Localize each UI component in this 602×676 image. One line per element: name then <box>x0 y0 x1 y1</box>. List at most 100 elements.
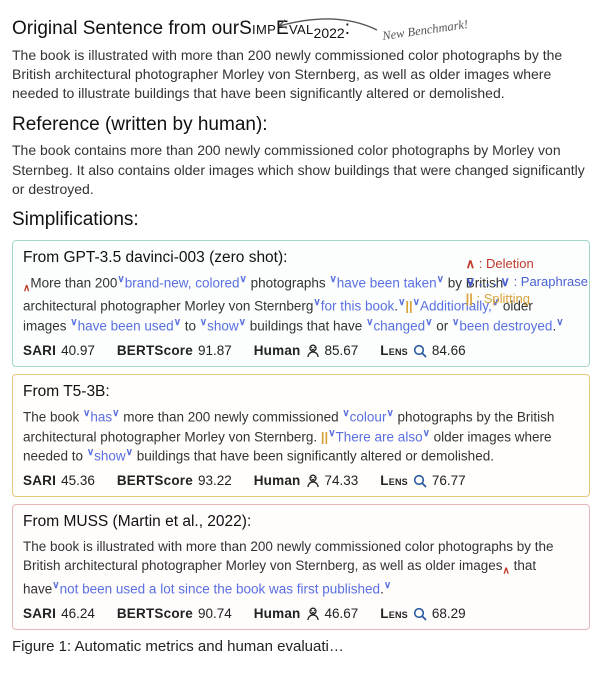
paraphrase-caret: ∨ <box>386 408 393 419</box>
metric-lens: Lens 84.66 <box>380 342 465 360</box>
caption-prefix: Figure 1: <box>12 638 71 655</box>
simplification-card: From MUSS (Martin et al., 2022): The book… <box>12 504 590 630</box>
simplification-card: From T5-3B: The book ∨ has ∨ more than 200 … <box>12 374 590 497</box>
metric-bertscore: BERTScore 90.74 <box>117 605 232 623</box>
paraphrase-span: not been used a lot since the book was f… <box>60 582 380 597</box>
text-span: photographs <box>247 275 330 290</box>
metrics-row: SARI 46.24 BERTScore 90.74 Human46.67 Lens68.… <box>23 605 579 623</box>
text-span: More than 200 <box>30 275 117 290</box>
metric-value: 68.29 <box>432 605 466 623</box>
text-span: The book <box>23 409 83 424</box>
paraphrase-caret: ∨ <box>52 580 59 591</box>
paraphrase-span: show <box>207 319 239 334</box>
card-text: The book is illustrated with more than 2… <box>23 537 579 599</box>
metric-bertscore: BERTScore 93.22 <box>117 472 232 490</box>
paraphrase-span: for this book <box>321 299 395 314</box>
heading-suffix: : <box>345 16 350 42</box>
paraphrase-caret: ∨ <box>126 447 133 458</box>
text-span: The book is illustrated with more than 2… <box>23 539 554 573</box>
legend-splitting-label: : Splitting <box>477 291 530 306</box>
metrics-row: SARI45.36BERTScore93.22Human74.33Lens76.… <box>23 472 579 490</box>
paraphrase-caret: ∨ <box>328 428 335 439</box>
metric-label: BERTScore <box>117 342 193 360</box>
metric-label: SARI <box>23 605 56 623</box>
text-span: buildings that have <box>246 319 366 334</box>
human-icon <box>306 344 320 358</box>
paraphrase-caret: ∨ <box>425 317 432 328</box>
paraphrase-caret: ∨ <box>423 428 430 439</box>
metric-lens: Lens68.29 <box>380 605 465 623</box>
metric-label: Lens <box>380 472 408 490</box>
legend-deletion-label: : Deletion <box>479 256 534 271</box>
text-span: buildings that have been significantly a… <box>133 449 494 464</box>
paraphrase-caret: ∨ <box>329 274 336 285</box>
benchmark-year: 2022 <box>314 24 345 43</box>
metric-bertscore: BERTScore 91.87 <box>117 342 232 360</box>
paraphrase-caret: ∨ <box>240 274 247 285</box>
metric-value: 91.87 <box>198 342 232 360</box>
metric-sari: SARI 40.97 <box>23 342 95 360</box>
card-title: From MUSS (Martin et al., 2022): <box>23 512 579 533</box>
metric-value: 46.24 <box>61 605 95 623</box>
paraphrase-caret: ∨ <box>117 274 124 285</box>
paraphrase-span: show <box>94 449 126 464</box>
metric-label: Human <box>254 472 301 490</box>
paraphrase-caret: ∨ <box>342 408 349 419</box>
metric-label: Human <box>254 342 301 360</box>
metric-label: SARI <box>23 342 56 360</box>
paraphrase-caret: ∨ <box>174 317 181 328</box>
metric-value: 46.67 <box>325 605 359 623</box>
metric-value: 93.22 <box>198 472 232 490</box>
benchmark-name: SimpEval <box>239 16 313 42</box>
reference-text: The book contains more than 200 newly co… <box>12 141 590 199</box>
text-span: more than 200 newly commissioned <box>119 409 342 424</box>
paraphrase-span: been destroyed <box>459 319 552 334</box>
text-span: or <box>433 319 453 334</box>
lens-icon <box>413 344 427 358</box>
paraphrase-span: have been used <box>78 319 174 334</box>
figure-caption: Figure 1: Automatic metrics and human ev… <box>12 637 590 657</box>
metric-human: Human 85.67 <box>254 342 359 360</box>
metric-value: 84.66 <box>432 342 466 360</box>
paraphrase-caret: ∨ <box>413 297 420 308</box>
paraphrase-span: colour <box>350 409 387 424</box>
legend-deletion-symbol: ∧ <box>466 256 476 271</box>
metric-label: SARI <box>23 472 56 490</box>
metric-human: Human 74.33 <box>254 472 359 490</box>
metric-value: 74.33 <box>325 472 359 490</box>
paraphrase-caret: ∨ <box>239 317 246 328</box>
metric-label: BERTScore <box>117 472 193 490</box>
lens-icon <box>413 607 427 621</box>
metric-human: Human46.67 <box>254 605 359 623</box>
legend-paraphrase-symbol: ∨ . . . ∨ <box>466 274 510 289</box>
original-heading: Original Sentence from our SimpEval 2022… <box>12 16 590 42</box>
legend-splitting-symbol: || <box>466 291 473 306</box>
human-icon <box>306 607 320 621</box>
metric-label: Lens <box>380 342 408 360</box>
original-text: The book is illustrated with more than 2… <box>12 46 590 104</box>
reference-heading: Reference (written by human): <box>12 112 590 138</box>
lens-icon <box>413 474 427 488</box>
legend-paraphrase-label: : Paraphrase <box>514 274 588 289</box>
paraphrase-span: brand-new, colored <box>125 275 240 290</box>
paraphrase-caret: ∨ <box>70 317 77 328</box>
metrics-row: SARI 40.97 BERTScore 91.87 Human 85.67 Lens 84.… <box>23 342 579 360</box>
metric-label: BERTScore <box>117 605 193 623</box>
metric-sari: SARI 46.24 <box>23 605 95 623</box>
card-title: From T5-3B: <box>23 382 579 403</box>
split-mark: || <box>405 299 412 314</box>
paraphrase-caret: ∨ <box>556 317 563 328</box>
card-text: The book ∨ has ∨ more than 200 newly commi… <box>23 407 579 466</box>
paraphrase-caret: ∨ <box>313 297 320 308</box>
paraphrase-span: has <box>90 409 112 424</box>
metric-value: 40.97 <box>61 342 95 360</box>
deletion-mark: ∧ <box>502 566 509 577</box>
paraphrase-span: have been taken <box>337 275 437 290</box>
text-span: to <box>181 319 200 334</box>
heading-prefix: Original Sentence from our <box>12 16 239 42</box>
metric-value: 85.67 <box>325 342 359 360</box>
legend: ∧ : Deletion ∨ . . . ∨ : Paraphrase || :… <box>466 255 588 308</box>
metric-value: 90.74 <box>198 605 232 623</box>
metric-value: 45.36 <box>61 472 95 490</box>
human-icon <box>306 474 320 488</box>
